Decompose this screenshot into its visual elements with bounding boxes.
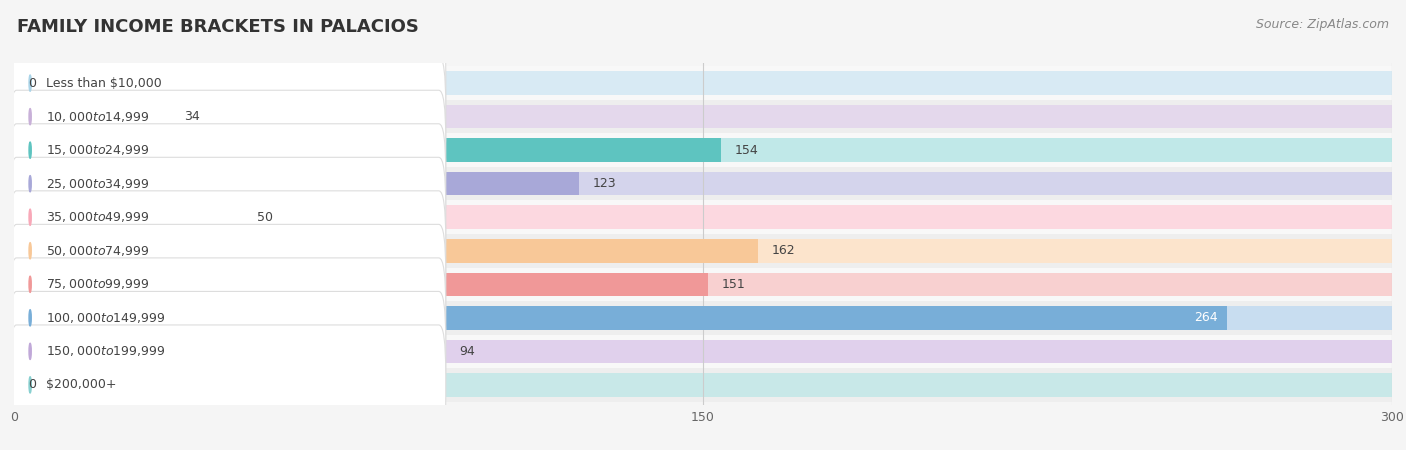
Bar — [14, 133, 1392, 167]
Bar — [14, 306, 1392, 329]
Text: $75,000 to $99,999: $75,000 to $99,999 — [46, 277, 149, 291]
Bar — [14, 139, 1392, 162]
FancyBboxPatch shape — [10, 225, 446, 344]
Text: 0: 0 — [28, 76, 35, 90]
Text: 151: 151 — [721, 278, 745, 291]
Text: $35,000 to $49,999: $35,000 to $49,999 — [46, 210, 149, 224]
Bar — [14, 206, 1392, 229]
Circle shape — [30, 176, 31, 192]
Bar — [14, 172, 579, 195]
Text: $200,000+: $200,000+ — [46, 378, 117, 392]
Text: 154: 154 — [735, 144, 759, 157]
Bar — [14, 301, 1392, 335]
Bar — [14, 268, 1392, 301]
Text: $25,000 to $34,999: $25,000 to $34,999 — [46, 177, 149, 191]
Text: $150,000 to $199,999: $150,000 to $199,999 — [46, 344, 166, 358]
Bar — [14, 66, 1392, 100]
Text: $10,000 to $14,999: $10,000 to $14,999 — [46, 110, 149, 124]
Circle shape — [30, 276, 31, 292]
FancyBboxPatch shape — [10, 57, 446, 176]
Circle shape — [30, 108, 31, 125]
FancyBboxPatch shape — [10, 191, 446, 310]
Circle shape — [30, 209, 31, 225]
Text: 0: 0 — [28, 378, 35, 392]
Bar — [14, 100, 1392, 133]
Bar — [14, 139, 721, 162]
Text: Less than $10,000: Less than $10,000 — [46, 76, 162, 90]
Circle shape — [30, 142, 31, 158]
Bar — [14, 172, 1392, 195]
Bar — [14, 200, 1392, 234]
Text: FAMILY INCOME BRACKETS IN PALACIOS: FAMILY INCOME BRACKETS IN PALACIOS — [17, 18, 419, 36]
Text: $50,000 to $74,999: $50,000 to $74,999 — [46, 244, 149, 258]
Text: 34: 34 — [184, 110, 200, 123]
Bar — [14, 167, 1392, 200]
FancyBboxPatch shape — [10, 158, 446, 277]
Bar — [14, 340, 1392, 363]
FancyBboxPatch shape — [10, 258, 446, 378]
Text: 264: 264 — [1194, 311, 1218, 324]
Circle shape — [30, 75, 31, 91]
Text: Source: ZipAtlas.com: Source: ZipAtlas.com — [1256, 18, 1389, 31]
Circle shape — [30, 243, 31, 259]
Bar — [14, 335, 1392, 368]
Circle shape — [30, 343, 31, 360]
Bar — [14, 234, 1392, 268]
Bar — [14, 273, 707, 296]
Bar — [14, 105, 170, 128]
FancyBboxPatch shape — [10, 90, 446, 210]
FancyBboxPatch shape — [10, 124, 446, 243]
Bar — [14, 72, 1392, 95]
FancyBboxPatch shape — [10, 325, 446, 445]
FancyBboxPatch shape — [10, 23, 446, 143]
Bar — [14, 340, 446, 363]
FancyBboxPatch shape — [10, 292, 446, 411]
Bar — [14, 239, 1392, 262]
Text: 162: 162 — [772, 244, 796, 257]
Bar — [14, 373, 1392, 396]
Text: $15,000 to $24,999: $15,000 to $24,999 — [46, 143, 149, 157]
Text: 94: 94 — [460, 345, 475, 358]
Bar — [14, 105, 1392, 128]
Bar — [14, 306, 1226, 329]
Bar — [14, 206, 243, 229]
Bar — [14, 273, 1392, 296]
Text: $100,000 to $149,999: $100,000 to $149,999 — [46, 311, 166, 325]
Bar — [14, 368, 1392, 402]
Circle shape — [30, 310, 31, 326]
Text: 50: 50 — [257, 211, 274, 224]
Circle shape — [30, 377, 31, 393]
Bar — [14, 239, 758, 262]
Text: 123: 123 — [593, 177, 616, 190]
